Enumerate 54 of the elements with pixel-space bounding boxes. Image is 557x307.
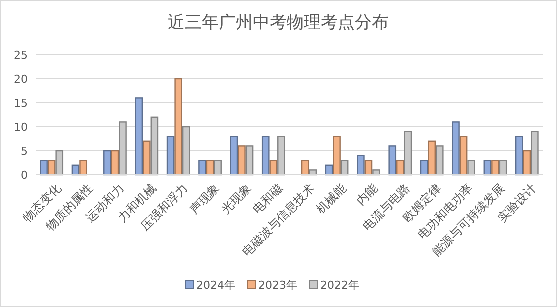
bar xyxy=(468,160,476,176)
bar xyxy=(515,136,524,176)
x-tick-label: 内能 xyxy=(354,181,381,208)
bar xyxy=(404,131,412,176)
bar xyxy=(333,136,341,176)
bar xyxy=(340,160,349,176)
bar xyxy=(523,150,532,176)
y-tick-label: 0 xyxy=(21,168,28,182)
bar xyxy=(238,146,246,176)
bar xyxy=(364,160,373,176)
bar xyxy=(357,155,365,176)
bar xyxy=(270,160,278,176)
bar xyxy=(484,160,492,176)
bar xyxy=(428,140,436,176)
bar xyxy=(143,140,151,176)
x-tick-label: 机械能 xyxy=(314,181,350,217)
bar xyxy=(119,122,127,176)
legend-label: 2022年 xyxy=(320,278,360,292)
y-tick-label: 10 xyxy=(14,120,28,134)
bar xyxy=(230,136,238,176)
bar xyxy=(396,160,404,176)
bar xyxy=(150,116,159,176)
legend-label: 2023年 xyxy=(258,278,298,292)
bar xyxy=(499,160,508,176)
bar xyxy=(174,78,182,176)
bar xyxy=(198,160,206,176)
bar xyxy=(492,160,500,176)
bar xyxy=(301,160,310,176)
bar xyxy=(436,146,444,176)
bar xyxy=(262,136,270,176)
bar xyxy=(56,150,64,176)
bar xyxy=(278,136,286,176)
bar xyxy=(135,98,144,176)
chart-title: 近三年广州中考物理考点分布 xyxy=(168,13,389,33)
y-tick-label: 5 xyxy=(21,144,28,158)
bar xyxy=(246,146,254,176)
bar xyxy=(214,160,222,176)
bar xyxy=(40,160,48,176)
bar xyxy=(388,146,397,176)
bar xyxy=(452,122,460,176)
bar xyxy=(460,136,468,176)
bar xyxy=(166,136,175,176)
bar xyxy=(531,131,539,176)
legend-label: 2024年 xyxy=(196,278,236,292)
bar xyxy=(48,160,56,176)
bar xyxy=(80,160,88,176)
bar xyxy=(206,160,214,176)
bar xyxy=(420,160,428,176)
y-tick-label: 15 xyxy=(14,96,28,110)
y-tick-label: 20 xyxy=(14,72,28,86)
bar xyxy=(182,126,190,176)
bar xyxy=(111,150,120,176)
y-tick-label: 25 xyxy=(14,48,28,62)
bar xyxy=(104,150,112,176)
